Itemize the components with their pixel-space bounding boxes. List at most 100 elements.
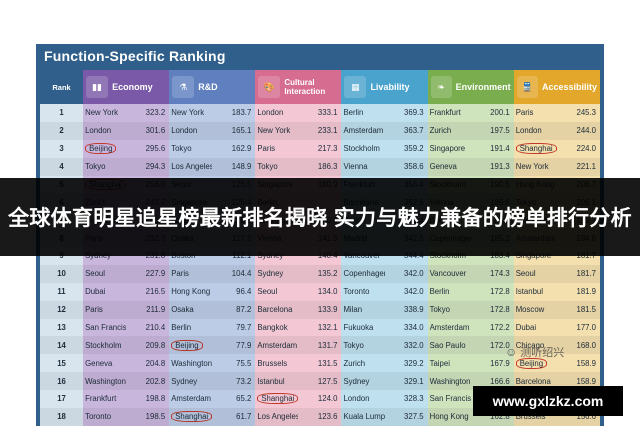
rank-cell: 18 [40,407,84,426]
header-livability: ▦ Livability [341,70,428,104]
city-name: Tokyo [429,305,450,315]
city-name: London [515,126,542,136]
score-cell: 158.9 [556,354,600,373]
city-name: Washington, D.C. [85,376,127,386]
rank-cell: 16 [40,372,84,390]
score-cell: 165.1 [212,121,256,140]
city-cell: Zurich [427,121,471,140]
score-cell: 204.8 [126,354,170,373]
city-cell: Shanghai [255,390,299,408]
city-cell: Chicago [513,336,557,355]
city-name: Shanghai [257,393,299,405]
city-name: Milan [343,305,363,315]
city-cell: Barcelona [513,372,557,390]
city-cell: Geneva [83,354,127,373]
score-cell: 131.5 [298,354,342,373]
city-name: Paris [171,269,189,279]
header-economy: ▮▮ Economy [83,70,170,104]
table-row: 12 Paris 211.9 Osaka 87.2 Barcelona 133.9 Milan… [40,300,600,319]
city-name: Kuala Lumpur [343,412,385,422]
city-cell: New York [255,121,299,140]
score-cell: 174.3 [470,264,514,283]
city-cell: San Francisco [83,318,127,337]
city-name: Berlin [429,287,450,297]
train-icon: 🚆 [516,76,538,98]
score-cell: 191.3 [470,157,514,176]
header-accessibility: 🚆 Accessibility [513,70,600,104]
score-cell: 168.0 [556,336,600,355]
table-row: 14 Stockholm 209.8 Beijing 77.9 Amsterdam 131.… [40,336,600,355]
score-cell: 338.9 [384,300,428,319]
city-cell: Moscow [513,300,557,319]
city-name: Bangkok [257,322,288,332]
score-cell: 135.2 [298,264,342,283]
city-name: Geneva [429,162,457,172]
score-cell: 202.8 [126,372,170,390]
city-cell: Paris [169,264,213,283]
city-cell: Paris [513,104,557,122]
microscope-icon: ⚗ [172,76,195,98]
score-cell: 104.4 [212,264,256,283]
city-name: Moscow [515,305,545,315]
score-cell: 329.2 [384,354,428,373]
city-cell: Sao Paulo [427,336,471,355]
city-name: Washington, D.C. [429,376,471,386]
score-cell: 177.0 [556,318,600,337]
city-cell: San Francisco [427,390,471,408]
header-row: Rank ▮▮ Economy ⚗ R&D 🎨 Cultural Interactio… [40,70,600,104]
score-cell: 209.8 [126,336,170,355]
headline-overlay [0,178,640,256]
city-cell: Istanbul [513,282,557,301]
city-name: Beijing [515,357,548,369]
city-name: Barcelona [257,305,293,315]
city-name: London [171,126,198,136]
city-cell: Berlin [341,104,385,122]
score-cell: 210.4 [126,318,170,337]
city-name: Tokyo [85,162,106,172]
city-name: London [85,126,112,136]
city-cell: Washington, D.C. [427,372,471,390]
table-title: Function-Specific Ranking [44,48,226,64]
score-cell: 75.5 [212,354,256,373]
rank-cell: 14 [40,336,84,355]
score-cell: 334.0 [384,318,428,337]
city-name: Hong Kong [171,287,211,297]
city-name: San Francisco [85,322,127,332]
score-cell: 167.9 [470,354,514,373]
score-cell: 216.5 [126,282,170,301]
watermark: ☺ 测听绍兴 [505,345,565,359]
city-cell: Seoul [255,282,299,301]
city-name: Brussels [515,412,546,422]
rank-cell: 12 [40,300,84,319]
city-cell: Hong Kong [169,282,213,301]
city-name: Singapore [429,144,466,154]
score-cell: 123.6 [298,407,342,426]
building-icon: ▦ [344,76,367,98]
score-cell: 369.3 [384,104,428,122]
city-cell: Tokyo [83,157,127,176]
site-url[interactable]: www.gxlzkz.com [473,386,623,416]
city-cell: Osaka [169,300,213,319]
score-cell: 134.0 [298,282,342,301]
city-cell: London [255,104,299,122]
city-cell: Hong Kong [427,407,471,426]
city-name: Copenhagen [343,269,385,279]
rank-cell: 17 [40,390,84,408]
score-cell: 342.0 [384,282,428,301]
city-cell: Los Angeles [255,407,299,426]
city-name: Paris [85,305,103,315]
city-name: Amsterdam [343,126,384,136]
city-cell: Geneva [427,157,471,176]
city-cell: Dubai [83,282,127,301]
city-cell: Barcelona [255,300,299,319]
city-name: London [257,108,284,118]
city-name: Berlin [171,322,192,332]
city-name: Paris [515,108,534,118]
score-cell: 294.3 [126,157,170,176]
city-cell: Tokyo [427,300,471,319]
score-cell: 148.9 [212,157,256,176]
score-cell: 221.1 [556,157,600,176]
city-cell: New York [513,157,557,176]
city-name: Barcelona [515,376,551,386]
